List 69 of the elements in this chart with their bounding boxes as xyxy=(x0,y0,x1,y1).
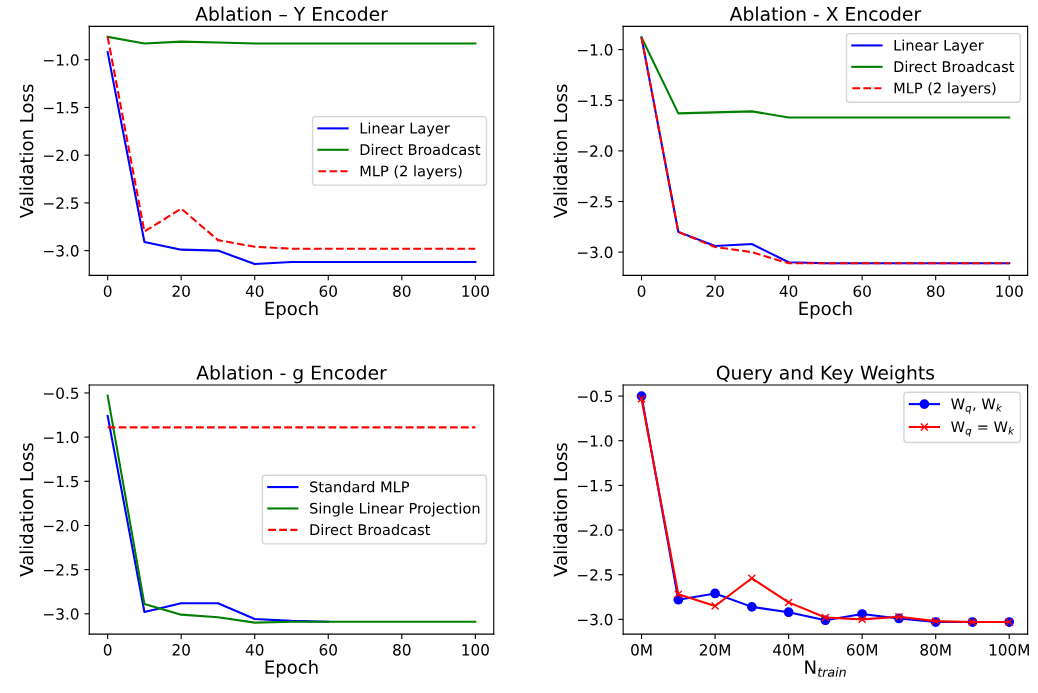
x-axis-title: Epoch xyxy=(799,301,852,319)
legend-label: Linear Layer xyxy=(894,39,984,54)
y-tick-label: −1.0 xyxy=(44,54,79,66)
x-tick-label: 100 xyxy=(462,285,489,297)
legend-label: Single Linear Projection xyxy=(310,502,480,517)
x-tick-label: 0M xyxy=(631,644,652,656)
legend-label: Direct Broadcast xyxy=(310,523,431,536)
y-tick-label: −3.0 xyxy=(577,613,613,626)
x-axis-title: Epoch xyxy=(265,659,318,678)
x-tick-label: 60 xyxy=(853,285,871,297)
x-tick-label: 100 xyxy=(996,285,1023,297)
x-tick-label: 60M xyxy=(846,644,877,656)
legend-label: Linear Layer xyxy=(360,122,450,137)
legend-label: MLP (2 layers) xyxy=(360,165,462,180)
y-tick-label: −1.5 xyxy=(44,102,79,114)
x-tick-label: 80M xyxy=(920,644,951,656)
x-axis-title: Epoch xyxy=(265,301,318,319)
x-tick-label: 100M xyxy=(989,644,1029,656)
y-tick-label: −3.0 xyxy=(577,246,613,259)
x-tick-label: 0 xyxy=(103,644,112,656)
y-tick-label: −1.5 xyxy=(577,480,613,492)
y-tick-label: −1.0 xyxy=(44,431,79,444)
y-tick-label: −2.0 xyxy=(577,524,613,537)
x-tick-label: 60 xyxy=(319,285,337,297)
y-tick-label: −2.0 xyxy=(44,149,79,162)
y-axis-title: Validation Loss xyxy=(553,443,568,577)
y-tick-label: −2.0 xyxy=(577,145,613,157)
chart-title: Ablation - g Encoder xyxy=(196,365,387,384)
x-tick-label: 40M xyxy=(773,644,804,656)
x-tick-label: 20 xyxy=(172,644,190,656)
y-tick-label: −0.5 xyxy=(44,387,79,399)
y-tick-label: −2.0 xyxy=(44,519,79,532)
legend-label: W$_{q}$, W$_{k}$ xyxy=(951,398,1003,414)
y-tick-label: −3.0 xyxy=(44,608,79,620)
legend-label: Standard MLP xyxy=(310,481,410,493)
y-tick-label: −0.5 xyxy=(577,390,613,403)
y-tick-label: −1.5 xyxy=(44,475,79,488)
y-tick-label: −2.5 xyxy=(44,197,79,209)
x-tick-label: 40 xyxy=(779,285,798,297)
chart-title: Query and Key Weights xyxy=(716,365,935,384)
y-axis-title: Validation Loss xyxy=(19,443,34,577)
legend-label: W$_{q}$ = W$_{k}$ xyxy=(951,421,1015,437)
x-tick-label: 0 xyxy=(637,285,646,297)
y-tick-label: −2.5 xyxy=(44,564,79,576)
x-tick-label: 0 xyxy=(103,285,112,297)
x-tick-label: 100 xyxy=(462,644,489,656)
x-tick-label: 80 xyxy=(393,285,411,297)
x-tick-label: 40 xyxy=(245,644,264,656)
x-tick-label: 80 xyxy=(927,285,945,297)
y-tick-label: −3.0 xyxy=(44,245,79,257)
x-tick-label: 20 xyxy=(172,285,190,297)
x-tick-label: 80 xyxy=(393,644,411,656)
x-axis-title: N$_{train}$ xyxy=(805,660,846,677)
x-tick-label: 20M xyxy=(699,644,730,656)
legend-label: Direct Broadcast xyxy=(360,143,481,156)
y-tick-label: −1.0 xyxy=(577,435,613,447)
y-axis-title: Validation Loss xyxy=(19,84,34,218)
chart-title: Ablation - X Encoder xyxy=(729,6,922,22)
y-axis-title: Validation Loss xyxy=(553,84,568,218)
y-tick-label: −2.5 xyxy=(577,195,613,208)
legend-label: Direct Broadcast xyxy=(894,60,1015,73)
x-tick-label: 60 xyxy=(319,644,337,656)
chart-title: Ablation – Y Encoder xyxy=(195,6,388,22)
y-tick-label: −2.5 xyxy=(577,569,613,581)
y-tick-label: −1.5 xyxy=(577,94,613,107)
legend-label: MLP (2 layers) xyxy=(894,82,996,97)
x-tick-label: 20 xyxy=(706,285,724,297)
x-tick-label: 40 xyxy=(245,285,264,297)
y-tick-label: −1.0 xyxy=(577,44,613,56)
